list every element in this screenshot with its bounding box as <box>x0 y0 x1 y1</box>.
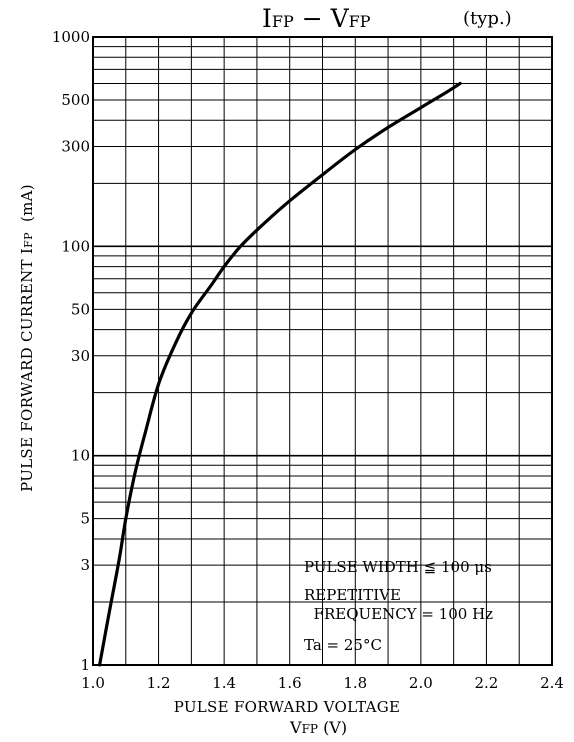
y-tick-label: 1000 <box>52 28 90 46</box>
title-separator: − V <box>293 4 349 33</box>
title-symbol: I <box>262 4 272 33</box>
x-tick-label: 1.0 <box>81 674 105 692</box>
chart-note: (typ.) <box>463 8 512 29</box>
plot-frame <box>92 36 553 666</box>
y-tick-label: 3 <box>80 556 90 574</box>
annotation-repetitive: REPETITIVE <box>304 586 401 604</box>
x-axis-symbol-sub: FP <box>301 722 318 736</box>
y-axis-label-sub: FP <box>22 232 35 248</box>
annotation-frequency: FREQUENCY = 100 Hz <box>304 605 494 623</box>
y-tick-label: 100 <box>61 237 90 255</box>
x-tick-label: 2.0 <box>409 674 433 692</box>
x-axis-unit: (V) <box>323 718 348 737</box>
tick-labels: 1.0 1.2 1.4 1.6 1.8 2.0 2.2 2.4 1 3 5 10 30 50 100 300 5… <box>52 28 564 692</box>
y-axis-unit: (mA) <box>18 184 36 223</box>
x-tick-label: 1.4 <box>212 674 236 692</box>
x-tick-label: 1.8 <box>343 674 367 692</box>
x-tick-label: 1.2 <box>147 674 171 692</box>
ifp-vfp-curve <box>98 81 462 667</box>
x-tick-label: 2.4 <box>540 674 564 692</box>
title-symbol-sub: FP <box>271 12 294 31</box>
y-tick-label: 30 <box>71 347 90 365</box>
y-tick-label: 300 <box>61 137 90 155</box>
y-tick-label: 50 <box>71 300 90 318</box>
y-tick-label: 10 <box>71 447 90 465</box>
y-tick-label: 5 <box>80 510 90 528</box>
y-tick-label: 1 <box>80 656 90 674</box>
x-tick-label: 2.2 <box>474 674 498 692</box>
x-axis-symbol-main: V <box>290 718 302 737</box>
y-axis-label: PULSE FORWARD CURRENT IFP (mA) <box>18 184 36 492</box>
chart-title: IFP − VFP <box>262 4 371 33</box>
x-axis-label: PULSE FORWARD VOLTAGE <box>173 698 401 716</box>
y-tick-label: 500 <box>61 91 90 109</box>
x-axis-symbol: VFP (V) <box>290 718 347 737</box>
grid <box>93 37 552 665</box>
y-axis-label-main: PULSE FORWARD CURRENT I <box>18 247 36 492</box>
title-separator-sub: FP <box>348 12 371 31</box>
annotation-pulse-width: PULSE WIDTH ≦ 100 μs <box>304 558 492 576</box>
x-tick-label: 1.6 <box>278 674 302 692</box>
annotation-temperature: Ta = 25°C <box>304 636 382 654</box>
